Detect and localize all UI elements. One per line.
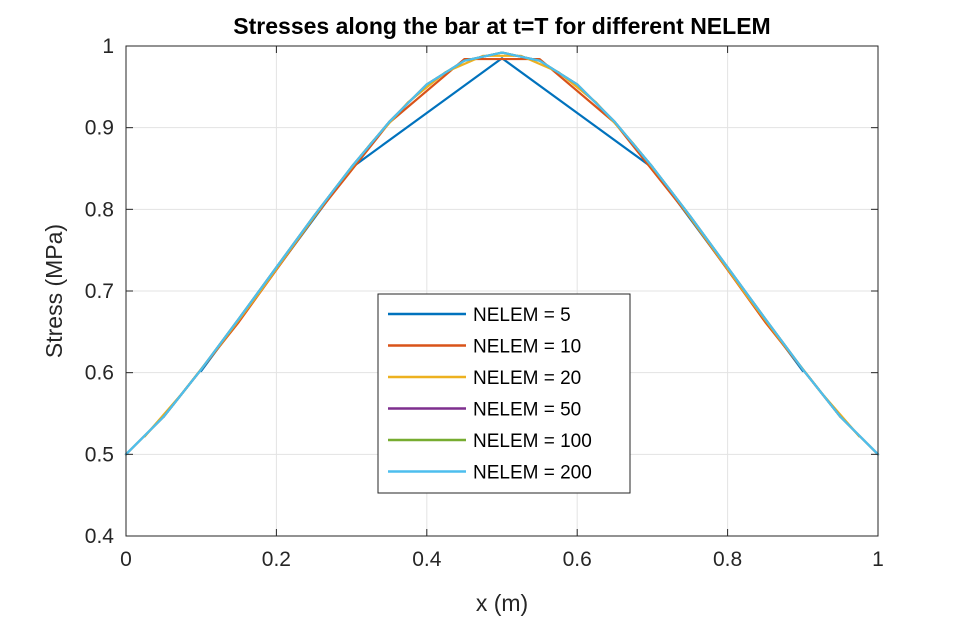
chart-title: Stresses along the bar at t=T for differ…: [233, 13, 770, 39]
x-tick-label: 0.2: [262, 548, 291, 571]
legend-label: NELEM = 100: [473, 431, 592, 452]
legend-item[interactable]: NELEM = 5: [388, 305, 571, 326]
legend-label: NELEM = 5: [473, 305, 571, 326]
legend-label: NELEM = 50: [473, 400, 581, 421]
legend-label: NELEM = 10: [473, 337, 581, 358]
x-axis-label: x (m): [476, 590, 528, 616]
series-line-6: [124, 51, 880, 456]
y-tick-label: 0.4: [85, 525, 115, 548]
legend-item[interactable]: NELEM = 50: [388, 400, 581, 421]
y-tick-label: 0.6: [85, 362, 114, 385]
legend-item[interactable]: NELEM = 200: [388, 463, 592, 484]
y-tick-label: 0.8: [85, 198, 114, 221]
series-line-3: [143, 54, 861, 438]
x-tick-label: 0.6: [563, 548, 592, 571]
y-tick-label: 0.5: [85, 443, 114, 466]
legend-item[interactable]: NELEM = 10: [388, 337, 581, 358]
legend-items: NELEM = 5 NELEM = 10 NELEM = 20 NELEM = 50 N…: [388, 305, 592, 484]
series-lines: [124, 51, 880, 456]
plot-area: 0 0.2 0.4 0.6 0.8 1 0.4 0.5 0.6 0.7 0.8 0.9 1: [85, 35, 884, 571]
y-tick-label: 0.7: [85, 280, 114, 303]
legend-item[interactable]: NELEM = 100: [388, 431, 592, 452]
y-tick-label: 0.9: [85, 117, 114, 140]
x-tick-label: 1: [872, 548, 884, 571]
x-tick-label: 0: [120, 548, 132, 571]
legend-item[interactable]: NELEM = 20: [388, 368, 581, 389]
legend[interactable]: NELEM = 5 NELEM = 10 NELEM = 20 NELEM = 50 N…: [377, 293, 631, 494]
x-tick-label: 0.4: [412, 548, 442, 571]
legend-box: [377, 293, 631, 494]
y-tick-label: 1: [102, 35, 114, 58]
ticks: 0 0.2 0.4 0.6 0.8 1 0.4 0.5 0.6 0.7 0.8 0.9 1: [85, 35, 884, 571]
legend-label: NELEM = 200: [473, 463, 592, 484]
x-tick-label: 0.8: [713, 548, 742, 571]
y-axis-label: Stress (MPa): [41, 224, 67, 358]
legend-label: NELEM = 20: [473, 368, 581, 389]
